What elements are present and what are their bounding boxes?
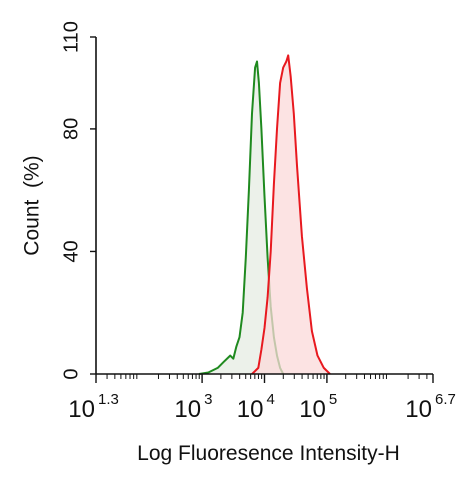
x-tick-label: 10 3 bbox=[174, 391, 212, 423]
series-2-line bbox=[251, 54, 331, 375]
x-tick-label-base: 10 bbox=[68, 396, 95, 423]
x-tick-label: 10 6.7 bbox=[405, 391, 456, 423]
series-1-fill bbox=[199, 61, 284, 374]
y-tick-label: 40 bbox=[60, 240, 82, 262]
y-axis-title: Count (%) bbox=[21, 155, 44, 255]
x-tick-label: 10 4 bbox=[237, 391, 275, 423]
series-layer bbox=[198, 54, 331, 375]
y-tick-label: 110 bbox=[60, 21, 82, 53]
x-tick-label-exponent: 3 bbox=[204, 391, 212, 408]
axes-layer bbox=[90, 36, 434, 383]
x-tick-label-exponent: 6.7 bbox=[435, 391, 456, 408]
x-tick-label-exponent: 5 bbox=[329, 391, 337, 408]
x-tick-label-exponent: 4 bbox=[267, 391, 275, 408]
x-tick-label: 10 5 bbox=[299, 391, 337, 423]
x-tick-label-base: 10 bbox=[174, 396, 201, 423]
x-tick-label-base: 10 bbox=[299, 396, 326, 423]
series-2-fill bbox=[252, 55, 330, 375]
x-tick-label-exponent: 1.3 bbox=[98, 391, 119, 408]
x-axis-title: Log Fluoresence Intensity-H bbox=[137, 442, 400, 465]
x-tick-label-base: 10 bbox=[405, 396, 432, 423]
x-tick-label: 10 1.3 bbox=[68, 391, 119, 423]
y-tick-label: 80 bbox=[60, 118, 82, 140]
x-tick-label-base: 10 bbox=[237, 396, 264, 423]
y-tick-label: 0 bbox=[60, 368, 82, 379]
